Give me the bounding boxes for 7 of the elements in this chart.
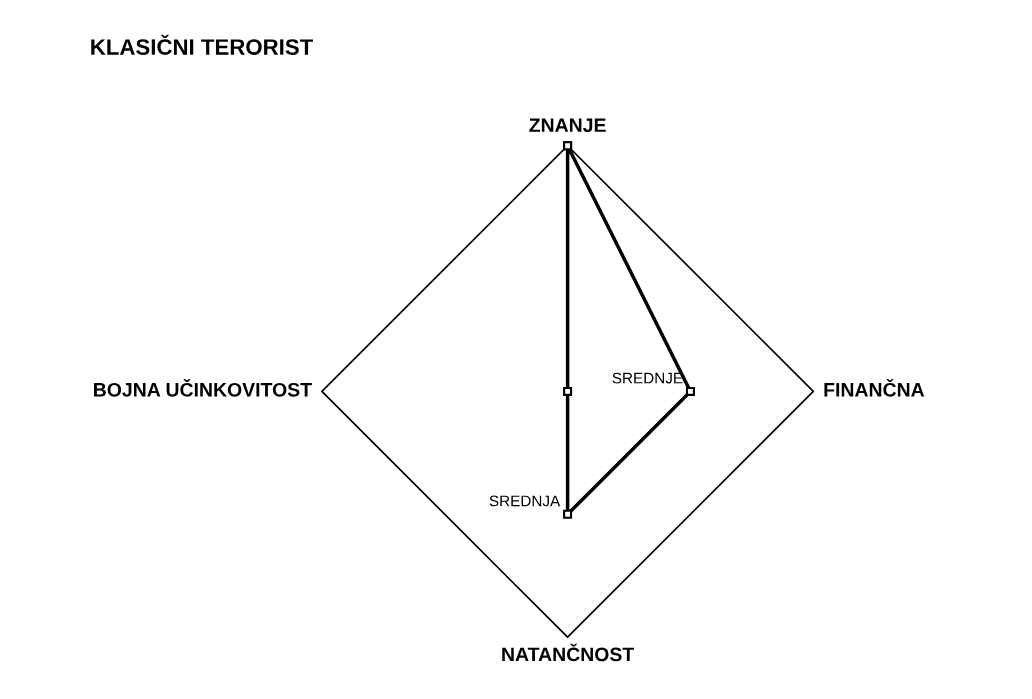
spoke-label: ZNANJE: [529, 118, 606, 133]
text: SREDNJA: [489, 495, 561, 507]
text: SREDNJE: [612, 372, 683, 384]
spoke-label: NATANČNOST: [502, 643, 635, 662]
spoke-label: FINANČNA: [824, 379, 925, 397]
chart-title: KLASIČNI TERORIST: [91, 34, 314, 55]
spoke-label: BOJNA UČINKOVITOST: [94, 379, 312, 397]
